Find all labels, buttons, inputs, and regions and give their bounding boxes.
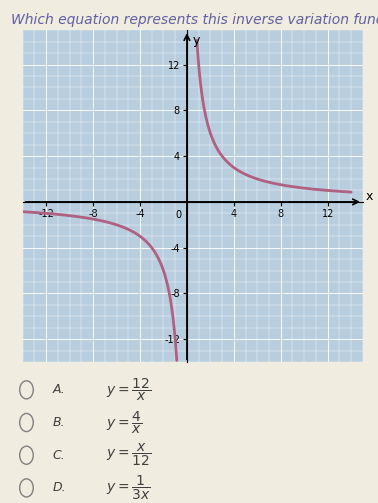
Text: 0: 0 [175,210,181,220]
Text: C.: C. [53,449,66,462]
Text: Which equation represents this inverse variation function?: Which equation represents this inverse v… [11,13,378,27]
Text: $y = \dfrac{1}{3x}$: $y = \dfrac{1}{3x}$ [106,474,150,502]
Text: $y = \dfrac{4}{x}$: $y = \dfrac{4}{x}$ [106,409,142,436]
Text: $y = \dfrac{12}{x}$: $y = \dfrac{12}{x}$ [106,377,151,403]
Text: $y = \dfrac{x}{12}$: $y = \dfrac{x}{12}$ [106,442,151,468]
Text: x: x [365,190,373,203]
Text: A.: A. [53,383,66,396]
Text: D.: D. [53,481,67,494]
Text: B.: B. [53,416,65,429]
Text: y: y [193,34,200,47]
